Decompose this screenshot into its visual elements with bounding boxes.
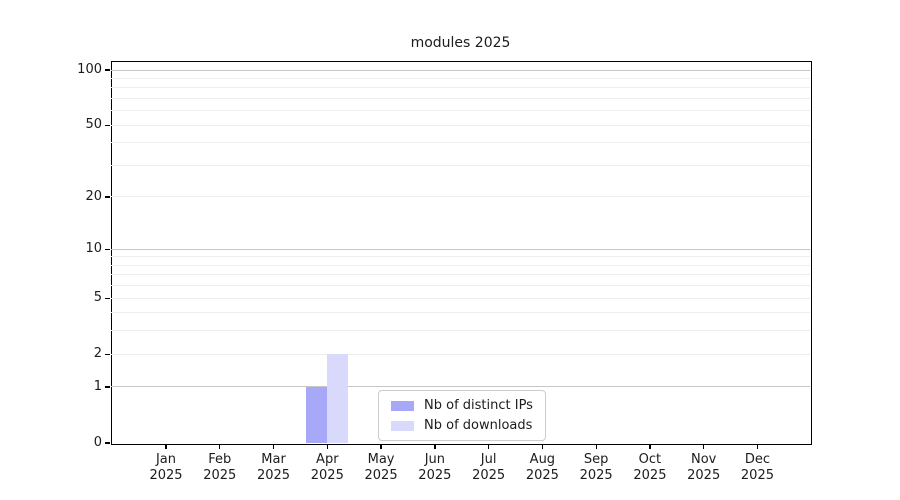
x-tick-label: Dec 2025 <box>727 452 787 484</box>
minor-gridline <box>111 312 810 314</box>
x-tick-label: Mar 2025 <box>244 452 304 484</box>
y-tick-label: 100 <box>77 62 102 78</box>
major-gridline <box>111 386 810 388</box>
legend-label: Nb of downloads <box>424 418 533 433</box>
x-tick-label: Apr 2025 <box>297 452 357 484</box>
major-gridline <box>111 69 810 71</box>
x-tick-year: 2025 <box>310 468 344 483</box>
y-axis-tick <box>104 248 110 250</box>
y-tick-label: 2 <box>93 346 102 362</box>
x-tick-year: 2025 <box>687 468 721 483</box>
x-tick-year: 2025 <box>203 468 237 483</box>
x-tick-label: Aug 2025 <box>512 452 572 484</box>
bar-nb-of-distinct-ips <box>306 386 328 443</box>
y-axis-tick <box>104 69 110 71</box>
x-axis-tick <box>380 444 382 450</box>
x-axis-tick <box>326 444 328 450</box>
x-tick-month: Apr <box>316 452 339 467</box>
major-gridline <box>111 248 810 250</box>
x-tick-month: Jun <box>424 452 445 467</box>
x-tick-label: Nov 2025 <box>674 452 734 484</box>
x-tick-year: 2025 <box>149 468 183 483</box>
y-tick-label: 50 <box>85 117 102 133</box>
x-tick-year: 2025 <box>525 468 559 483</box>
minor-gridline <box>111 142 810 144</box>
x-tick-label: Oct 2025 <box>620 452 680 484</box>
x-axis-tick <box>434 444 436 450</box>
y-axis-tick <box>104 353 110 355</box>
x-tick-year: 2025 <box>472 468 506 483</box>
minor-gridline <box>111 297 810 299</box>
bar-nb-of-downloads <box>327 354 349 443</box>
minor-gridline <box>111 77 810 79</box>
x-tick-label: Jun 2025 <box>405 452 465 484</box>
x-axis-tick <box>756 444 759 450</box>
minor-gridline <box>111 256 810 258</box>
plot-area <box>111 61 812 445</box>
legend-swatch <box>391 400 414 411</box>
minor-gridline <box>111 353 810 355</box>
x-tick-month: Nov <box>691 452 717 467</box>
x-tick-month: May <box>367 452 395 467</box>
legend-item-nb-of-distinct-ips: Nb of distinct IPs <box>391 398 533 413</box>
y-axis-tick <box>104 297 110 299</box>
legend-item-nb-of-downloads: Nb of downloads <box>391 418 533 433</box>
minor-gridline <box>111 330 810 332</box>
y-tick-label: 10 <box>85 241 102 257</box>
x-axis-tick <box>649 444 651 450</box>
minor-gridline <box>111 124 810 126</box>
legend: Nb of distinct IPs Nb of downloads <box>378 390 546 441</box>
y-tick-label: 5 <box>93 290 102 306</box>
x-axis-tick <box>703 444 705 450</box>
x-axis-tick <box>219 444 221 450</box>
x-axis-tick <box>541 444 544 450</box>
x-tick-year: 2025 <box>418 468 452 483</box>
minor-gridline <box>111 274 810 276</box>
x-axis-tick <box>488 444 490 450</box>
legend-label: Nb of distinct IPs <box>424 398 533 413</box>
x-tick-label: May 2025 <box>351 452 411 484</box>
y-axis-tick <box>104 124 110 126</box>
y-tick-label: 1 <box>93 378 102 394</box>
x-axis-tick <box>272 444 275 450</box>
y-axis-tick <box>104 196 110 198</box>
x-tick-label: Feb 2025 <box>190 452 250 484</box>
x-tick-year: 2025 <box>740 468 774 483</box>
minor-gridline <box>111 285 810 287</box>
minor-gridline <box>111 264 810 266</box>
x-tick-month: Jan <box>155 452 177 467</box>
x-tick-month: Sep <box>583 452 609 467</box>
minor-gridline <box>111 165 810 166</box>
x-tick-label: Jul 2025 <box>459 452 519 484</box>
x-tick-month: Jul <box>480 452 497 467</box>
x-tick-month: Feb <box>208 452 232 467</box>
y-tick-label: 0 <box>93 435 102 450</box>
x-tick-year: 2025 <box>633 468 667 483</box>
minor-gridline <box>111 87 810 89</box>
minor-gridline <box>111 110 810 112</box>
y-tick-label: 20 <box>85 188 102 204</box>
minor-gridline <box>111 98 810 100</box>
x-axis-tick <box>595 444 597 450</box>
x-tick-year: 2025 <box>579 468 613 483</box>
x-tick-month: Aug <box>529 452 556 467</box>
minor-gridline <box>111 196 810 198</box>
x-axis-tick <box>165 444 167 450</box>
x-tick-month: Oct <box>638 452 662 467</box>
chart-title: modules 2025 <box>410 35 511 51</box>
x-tick-year: 2025 <box>364 468 398 483</box>
x-tick-year: 2025 <box>256 468 291 483</box>
x-tick-label: Sep 2025 <box>566 452 626 484</box>
x-tick-label: Jan 2025 <box>136 452 196 484</box>
x-tick-month: Dec <box>744 452 771 467</box>
y-axis-tick <box>104 442 110 444</box>
legend-swatch <box>391 420 414 431</box>
y-axis-tick <box>104 386 110 388</box>
x-tick-month: Mar <box>261 452 286 467</box>
